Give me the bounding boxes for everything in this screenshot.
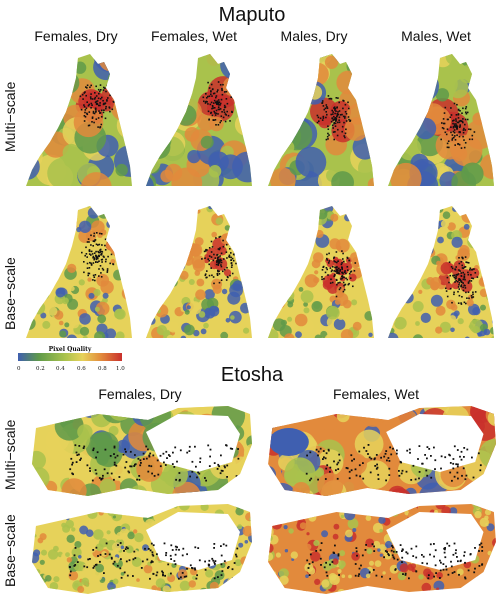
etosha-title: Etosha	[220, 364, 284, 386]
maputo-col-males-wet: Males, Wet	[401, 28, 471, 44]
maputo-map-multiscale-females-dry	[26, 54, 132, 186]
maputo-map-multiscale-females-wet	[146, 54, 252, 186]
legend-tick-0: 0	[17, 366, 21, 372]
maputo-col-males-dry: Males, Dry	[280, 28, 348, 44]
legend-tick-5: 1.0	[116, 366, 125, 372]
legend-tick-2: 0.4	[56, 366, 65, 372]
maputo-title: Maputo	[218, 4, 286, 26]
etosha-col-females-dry: Females, Dry	[98, 386, 182, 402]
maputo-row-basescale: Base−scale	[2, 257, 18, 330]
legend-tick-4: 0.8	[98, 366, 107, 372]
maputo-map-basescale-females-dry	[26, 206, 132, 338]
etosha-map-multiscale-females-wet	[268, 406, 496, 496]
etosha-col-females-wet: Females, Wet	[332, 386, 420, 402]
legend-title: Pixel Quality	[48, 346, 92, 353]
etosha-row-multiscale: Multi−scale	[2, 419, 18, 490]
maputo-map-multiscale-males-wet	[388, 54, 494, 186]
maputo-col-females-wet: Females, Wet	[150, 28, 238, 44]
maputo-map-multiscale-males-dry	[268, 54, 374, 186]
legend-tick-3: 0.6	[77, 366, 86, 372]
etosha-map-basescale-females-dry	[32, 504, 252, 594]
maputo-col-females-dry: Females, Dry	[34, 28, 118, 44]
legend-tick-1: 0.2	[36, 366, 45, 372]
etosha-row-basescale: Base−scale	[2, 514, 18, 587]
maputo-map-basescale-males-wet	[388, 206, 494, 338]
maputo-map-basescale-males-dry	[268, 206, 374, 338]
maputo-map-basescale-females-wet	[146, 206, 252, 338]
etosha-map-multiscale-females-dry	[32, 406, 252, 496]
maputo-row-multiscale: Multi−scale	[2, 81, 18, 152]
etosha-map-basescale-females-wet	[268, 504, 496, 594]
legend-colorbar	[18, 353, 122, 361]
